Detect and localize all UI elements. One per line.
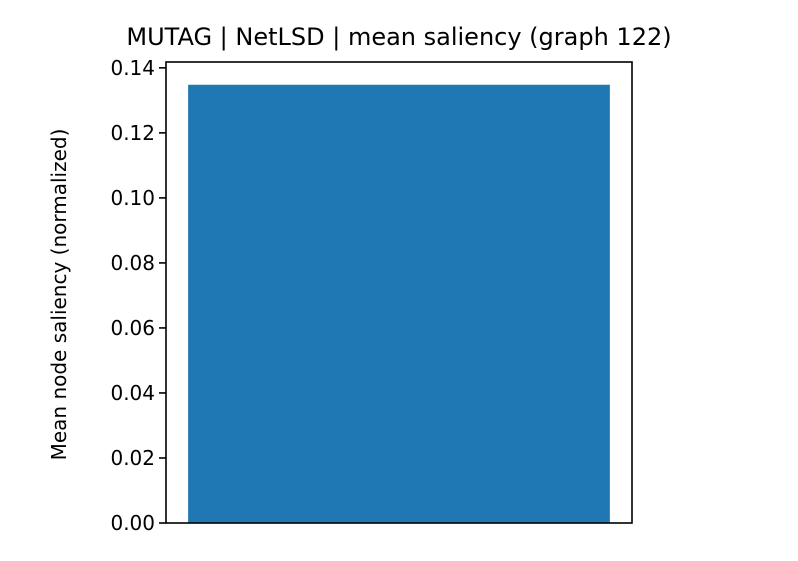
y-tick-label: 0.04 bbox=[110, 381, 155, 405]
chart-title: MUTAG | NetLSD | mean saliency (graph 12… bbox=[126, 23, 671, 51]
y-tick-label: 0.02 bbox=[110, 446, 155, 470]
plot-frame bbox=[165, 61, 633, 524]
y-tick-label: 0.10 bbox=[110, 186, 155, 210]
bars-layer bbox=[188, 84, 610, 523]
y-tick-label: 0.14 bbox=[110, 56, 155, 80]
y-tick-label: 0.00 bbox=[110, 511, 155, 535]
y-axis-label: Mean node saliency (normalized) bbox=[47, 129, 71, 461]
bar-0 bbox=[188, 84, 610, 523]
y-tick-label: 0.08 bbox=[110, 251, 155, 275]
y-tick-label: 0.12 bbox=[110, 121, 155, 145]
y-tick-label: 0.06 bbox=[110, 316, 155, 340]
y-axis-ticks: 0.00 0.02 0.04 0.06 0.08 0.10 0.12 0.14 bbox=[110, 56, 166, 535]
